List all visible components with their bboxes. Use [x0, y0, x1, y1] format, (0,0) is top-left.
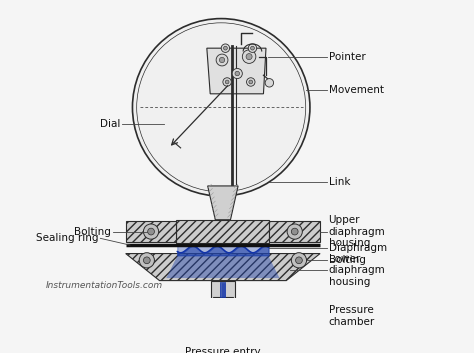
Circle shape: [232, 68, 242, 79]
Text: Lower
diaphragm
housing: Lower diaphragm housing: [328, 254, 385, 287]
Circle shape: [287, 224, 302, 239]
Circle shape: [248, 44, 257, 52]
Circle shape: [144, 257, 150, 264]
Circle shape: [221, 44, 229, 52]
Bar: [126, 221, 176, 242]
Bar: [214, 309, 232, 323]
Circle shape: [249, 80, 253, 84]
Text: Pointer: Pointer: [328, 52, 365, 62]
Circle shape: [148, 228, 155, 235]
Circle shape: [265, 79, 273, 87]
Text: Sealing ring: Sealing ring: [36, 233, 99, 243]
Circle shape: [251, 46, 255, 50]
Bar: [219, 282, 226, 321]
Text: Diaphragm: Diaphragm: [328, 243, 387, 253]
Circle shape: [225, 80, 229, 84]
Circle shape: [242, 50, 256, 64]
Circle shape: [139, 253, 155, 268]
Text: Bolting: Bolting: [328, 255, 365, 265]
Text: Upper
diaphragm
housing: Upper diaphragm housing: [328, 215, 385, 248]
Text: Bolting: Bolting: [74, 227, 111, 237]
Circle shape: [219, 57, 225, 63]
Bar: [176, 220, 269, 244]
Text: Pressure
chamber: Pressure chamber: [328, 305, 375, 327]
Polygon shape: [166, 255, 280, 278]
Circle shape: [224, 46, 228, 50]
Circle shape: [246, 78, 255, 86]
Text: Pressure entry: Pressure entry: [185, 347, 261, 353]
Circle shape: [296, 257, 302, 264]
Text: Movement: Movement: [328, 85, 383, 95]
Circle shape: [216, 54, 228, 66]
Circle shape: [223, 78, 231, 86]
Text: InstrumentationTools.com: InstrumentationTools.com: [46, 281, 164, 290]
Polygon shape: [207, 48, 266, 94]
Text: Link: Link: [328, 177, 350, 187]
Circle shape: [235, 71, 239, 76]
Polygon shape: [126, 253, 320, 281]
Polygon shape: [208, 186, 238, 220]
Circle shape: [246, 54, 252, 60]
Circle shape: [292, 228, 298, 235]
Bar: [213, 298, 233, 309]
Text: Dial: Dial: [100, 119, 120, 129]
Bar: [211, 281, 235, 323]
Circle shape: [132, 19, 310, 196]
Circle shape: [144, 224, 159, 239]
Circle shape: [292, 253, 307, 268]
Bar: [269, 221, 320, 242]
